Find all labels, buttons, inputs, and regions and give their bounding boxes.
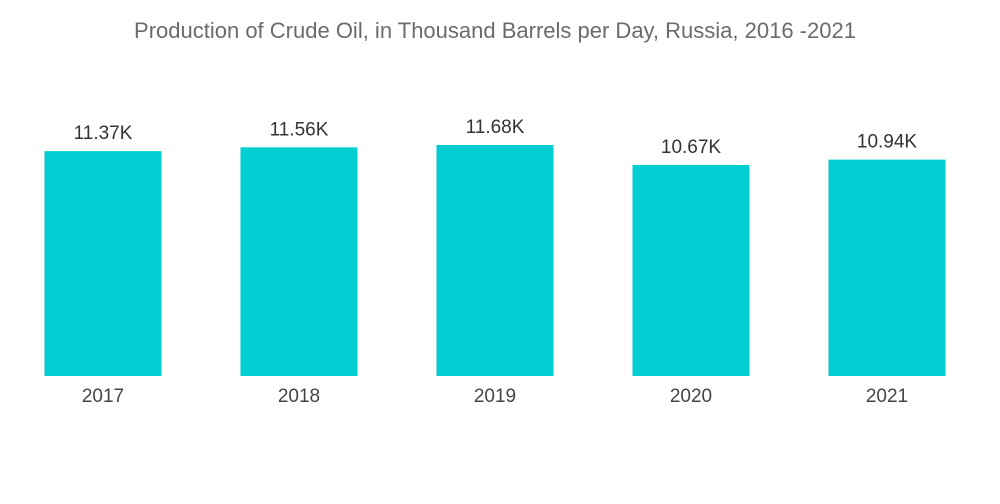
- bar: [44, 151, 162, 376]
- bar: [240, 147, 358, 376]
- value-label: 10.94K: [857, 132, 918, 153]
- chart-title: Production of Crude Oil, in Thousand Bar…: [134, 18, 856, 43]
- bar: [828, 159, 946, 376]
- x-tick-label: 2017: [82, 386, 124, 407]
- value-label: 10.67K: [661, 137, 722, 158]
- bar: [632, 164, 750, 376]
- value-label: 11.37K: [74, 123, 133, 144]
- bar: [436, 145, 554, 376]
- x-tick-label: 2019: [474, 386, 516, 407]
- x-tick-label: 2021: [866, 386, 908, 407]
- x-tick-label: 2018: [278, 386, 320, 407]
- value-label: 11.56K: [270, 119, 329, 140]
- value-label: 11.68K: [466, 117, 525, 138]
- x-tick-label: 2020: [670, 386, 712, 407]
